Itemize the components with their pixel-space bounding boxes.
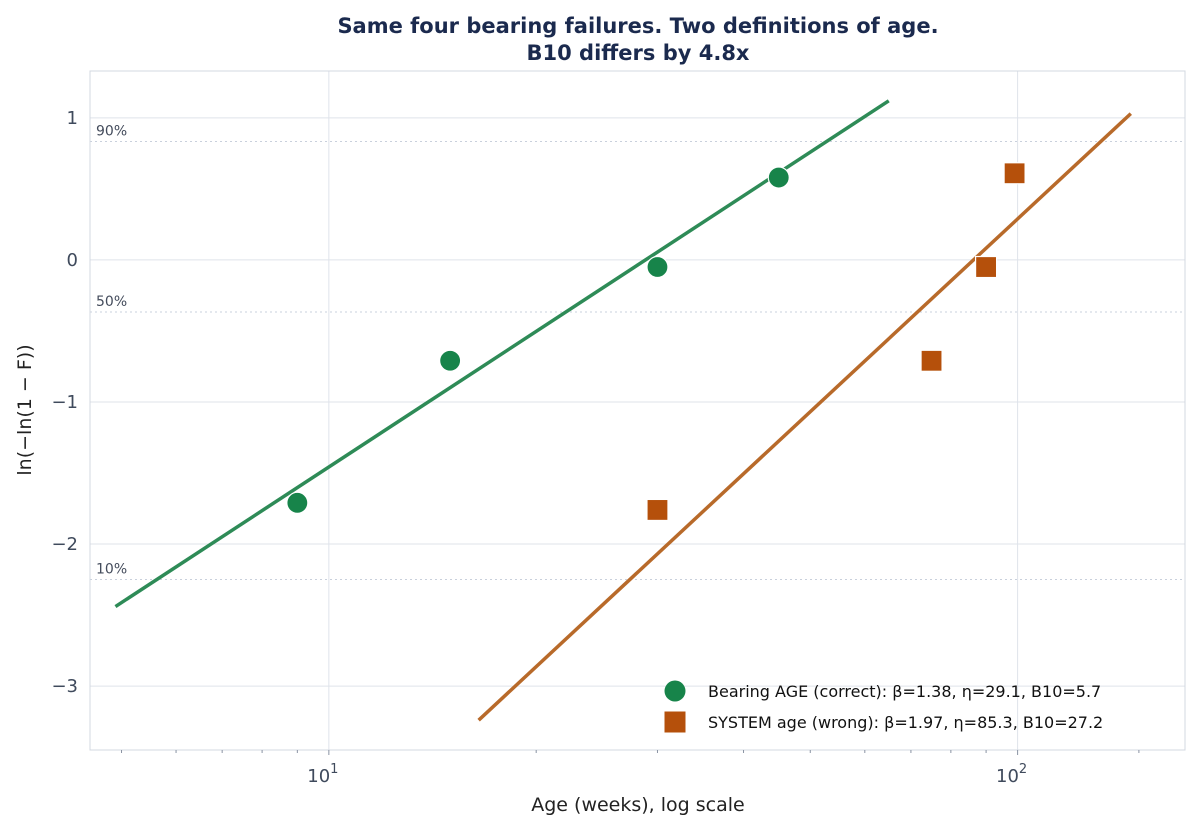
legend-marker-circle (664, 680, 686, 702)
chart-title: Same four bearing failures. Two definiti… (337, 14, 938, 38)
fit-line (114, 99, 890, 608)
x-tick-label: 102 (996, 762, 1027, 787)
data-point-circle (767, 166, 790, 189)
y-tick-label: 0 (67, 250, 78, 271)
fit-line (477, 112, 1132, 722)
y-tick-label: 1 (67, 108, 78, 129)
data-point-square (920, 349, 943, 372)
reference-label: 90% (96, 123, 127, 139)
x-axis-label: Age (weeks), log scale (531, 794, 744, 816)
legend-marker-square (664, 711, 686, 733)
plot-area-frame (89, 70, 1186, 751)
y-tick-label: −2 (51, 534, 78, 555)
x-tick-label: 101 (307, 762, 338, 787)
data-point-square (646, 498, 669, 522)
y-axis-label: ln(−ln(1 − F)) (14, 344, 36, 475)
data-series (114, 99, 1132, 722)
data-point-circle (646, 255, 669, 279)
data-point-circle (286, 491, 309, 514)
data-point-circle (439, 349, 462, 372)
y-tick-label: −3 (51, 676, 78, 697)
data-point-square (974, 255, 998, 279)
legend: Bearing AGE (correct): β=1.38, η=29.1, B… (664, 680, 1103, 733)
reference-label: 10% (96, 562, 127, 578)
y-tick-label: −1 (51, 392, 78, 413)
axis-ticks: 1 0 −1 −2 −3 101 102 (51, 108, 1140, 787)
chart-subtitle: B10 differs by 4.8x (527, 41, 750, 65)
reference-lines: 90% 50% 10% (90, 123, 1185, 581)
legend-label: SYSTEM age (wrong): β=1.97, η=85.3, B10=… (708, 713, 1103, 732)
legend-label: Bearing AGE (correct): β=1.38, η=29.1, B… (708, 682, 1101, 701)
data-point-square (1003, 162, 1026, 185)
reference-label: 50% (96, 294, 127, 310)
